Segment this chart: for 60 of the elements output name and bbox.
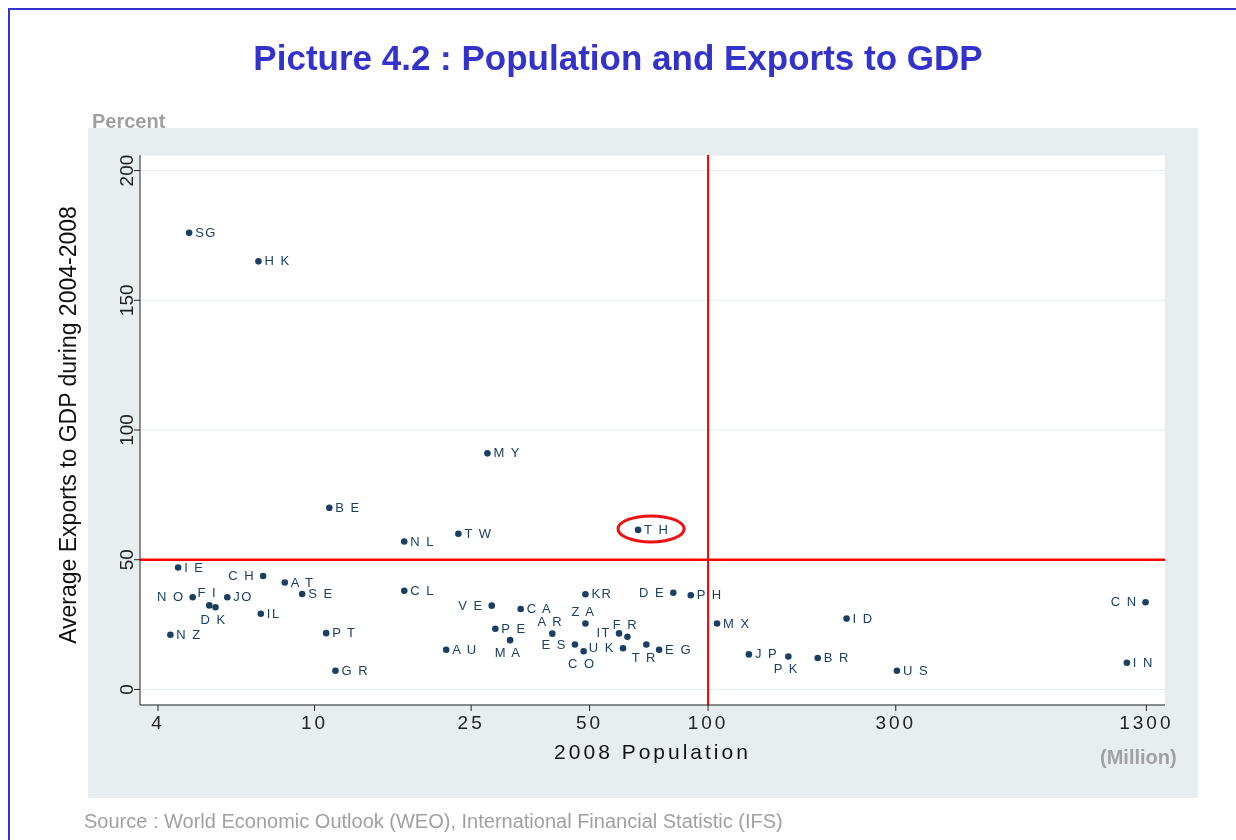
y-tick-label: 0 — [115, 684, 137, 695]
y-tick-label: 150 — [115, 284, 137, 317]
annotation: E S — [541, 636, 567, 652]
annotation: IL — [266, 605, 281, 621]
annotation: JO — [233, 589, 253, 605]
annotation: Z A — [571, 603, 596, 619]
annotation: U S — [902, 662, 930, 678]
y-tick-label: 200 — [115, 154, 137, 187]
annotation: U K — [588, 640, 616, 656]
annotation: T R — [631, 649, 657, 665]
annotation: F I — [197, 585, 218, 601]
chart-title: Picture 4.2 : Population and Exports to GDP — [252, 38, 984, 78]
annotation: A U — [452, 641, 478, 657]
annotation: P H — [696, 587, 723, 603]
text: Percent — [92, 110, 166, 133]
x-tick-label: 50 — [576, 712, 604, 733]
annotation: C L — [410, 582, 435, 598]
annotation: B E — [335, 499, 361, 515]
annotation: C H — [228, 568, 256, 584]
y-tick-label: 50 — [115, 549, 137, 571]
annotation: V E — [458, 597, 484, 613]
x-tick-label: 10 — [301, 712, 329, 733]
y-tick-label: 100 — [115, 414, 137, 446]
annotation: T H — [644, 521, 670, 537]
annotation: P T — [332, 625, 357, 641]
annotation: D E — [639, 584, 666, 600]
annotation: A T — [290, 574, 315, 590]
text: (Million) — [1100, 746, 1177, 769]
annotation: T W — [464, 525, 493, 541]
annotation: E G — [665, 641, 693, 657]
x-axis-title: 2008 Population — [554, 740, 751, 763]
annotation: KR — [591, 586, 613, 602]
annotation: I E — [184, 559, 205, 575]
annotation: M Y — [493, 445, 521, 461]
annotation: F R — [612, 616, 639, 632]
annotation: J P — [754, 646, 779, 662]
annotation: C O — [567, 656, 596, 672]
annotation: H K — [264, 253, 291, 269]
annotation: B R — [823, 650, 850, 666]
annotation: P E — [501, 620, 527, 636]
annotation: M A — [494, 645, 522, 661]
x-tick-label: 300 — [875, 712, 917, 733]
annotation: D K — [200, 612, 227, 628]
source-note: Source : World Economic Outlook (WEO), International Financial Statistic (IFS) — [84, 810, 783, 833]
annotation: SG — [195, 224, 217, 240]
annotation: I N — [1132, 654, 1154, 670]
x-tick-label: 1300 — [1119, 712, 1174, 733]
x-tick-label: 4 — [151, 712, 165, 733]
annotation: N L — [410, 533, 435, 549]
x-tick-label: 100 — [687, 712, 729, 733]
annotation: IT — [596, 625, 612, 641]
annotation: M X — [723, 615, 751, 631]
x-tick-label: 25 — [457, 712, 485, 733]
annotation: C N — [1110, 594, 1138, 610]
annotation: N O — [157, 589, 185, 605]
y-axis-title: Average Exports to GDP during 2004-2008 — [54, 206, 82, 644]
annotation: I D — [852, 610, 874, 626]
annotation: G R — [341, 662, 370, 678]
annotation: N Z — [176, 626, 202, 642]
annotation: P K — [773, 661, 799, 677]
